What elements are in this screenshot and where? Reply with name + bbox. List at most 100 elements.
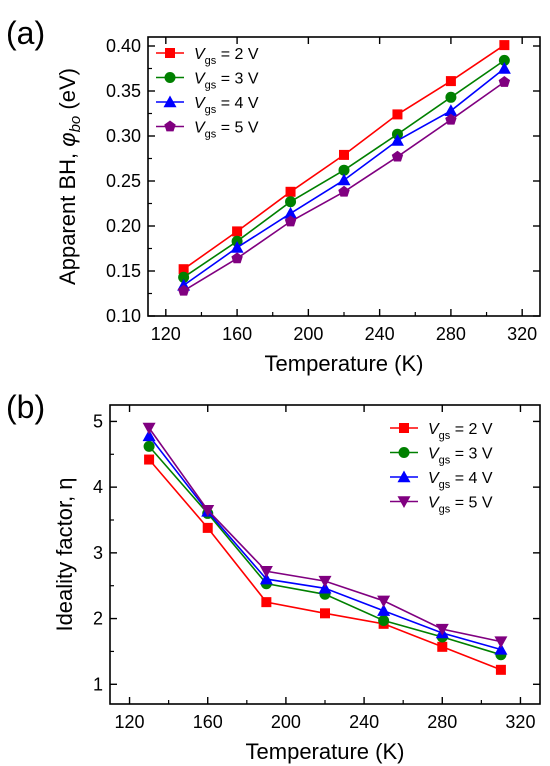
series-5v bbox=[177, 76, 511, 296]
data-point bbox=[499, 40, 510, 51]
legend-item: Vgs = 5 V bbox=[156, 120, 259, 141]
data-point bbox=[378, 615, 390, 627]
legend-marker bbox=[164, 72, 176, 83]
legend-label: Vgs = 5 V bbox=[428, 495, 493, 516]
data-point bbox=[435, 623, 449, 636]
data-point bbox=[437, 641, 448, 652]
legend-label: Vgs = 5 V bbox=[194, 120, 259, 141]
legend-item: Vgs = 2 V bbox=[390, 421, 493, 442]
legend: Vgs = 2 V Vgs = 3 V Vgs = 4 V Vgs = 5 V bbox=[390, 421, 493, 516]
legend: Vgs = 2 V Vgs = 3 V Vgs = 4 V Vgs = 5 V bbox=[156, 46, 259, 141]
series-5v bbox=[142, 422, 508, 649]
legend-item: Vgs = 5 V bbox=[390, 495, 493, 516]
data-point bbox=[231, 252, 243, 264]
legend-marker bbox=[397, 496, 411, 508]
legend-label: Vgs = 3 V bbox=[194, 71, 259, 92]
series-2v bbox=[144, 454, 506, 675]
data-point bbox=[338, 185, 350, 197]
data-point bbox=[232, 226, 243, 237]
data-point bbox=[202, 522, 213, 533]
series-4v bbox=[142, 429, 508, 655]
data-point bbox=[339, 149, 349, 160]
series-2v bbox=[178, 40, 510, 275]
data-point bbox=[142, 422, 156, 435]
x-tick-label: 280 bbox=[427, 712, 457, 732]
data-point bbox=[177, 284, 190, 296]
legend-marker bbox=[397, 470, 411, 483]
data-point bbox=[444, 104, 458, 116]
data-point bbox=[445, 76, 456, 87]
legend-label: Vgs = 4 V bbox=[428, 470, 493, 491]
data-point bbox=[143, 440, 155, 452]
x-tick-label: 240 bbox=[365, 324, 395, 344]
legend-label: Vgs = 2 V bbox=[194, 46, 259, 67]
y-tick-label: 0.25 bbox=[106, 171, 141, 191]
legend-item: Vgs = 4 V bbox=[156, 95, 259, 116]
data-point bbox=[445, 113, 457, 125]
legend-marker bbox=[398, 447, 410, 458]
x-tick-label: 280 bbox=[436, 324, 466, 344]
data-point bbox=[494, 642, 508, 655]
data-point bbox=[338, 164, 350, 176]
data-point bbox=[498, 54, 510, 66]
data-point bbox=[230, 241, 244, 253]
x-tick-label: 160 bbox=[222, 324, 252, 344]
y-tick-label: 0.35 bbox=[106, 81, 141, 101]
y-tick-label: 0.10 bbox=[106, 306, 141, 326]
data-point bbox=[497, 62, 511, 74]
data-point bbox=[445, 91, 457, 103]
y-tick-label: 5 bbox=[93, 411, 103, 431]
data-point bbox=[377, 595, 391, 608]
data-point bbox=[259, 566, 273, 578]
series-4v bbox=[177, 62, 511, 291]
y-tick-label: 0.40 bbox=[106, 36, 141, 56]
data-point bbox=[318, 581, 332, 594]
data-point bbox=[494, 636, 508, 649]
y-tick-label: 0.20 bbox=[106, 216, 141, 236]
panel-label: (a) bbox=[6, 15, 45, 51]
x-tick-label: 200 bbox=[293, 324, 323, 344]
panel-label: (b) bbox=[6, 389, 45, 425]
legend-item: Vgs = 3 V bbox=[390, 446, 493, 467]
data-point bbox=[320, 608, 330, 619]
data-point bbox=[201, 504, 215, 517]
data-point bbox=[377, 604, 391, 616]
x-axis-title: Temperature (K) bbox=[246, 739, 405, 764]
legend-label: Vgs = 2 V bbox=[428, 421, 493, 442]
x-tick-label: 120 bbox=[151, 324, 181, 344]
legend-label: Vgs = 4 V bbox=[194, 95, 259, 116]
legend-item: Vgs = 2 V bbox=[156, 46, 259, 67]
chart-panel-a: (a) 120 160 200 240 280 320 0.10 0.15 0.20 0.25 0.3… bbox=[6, 15, 541, 376]
legend-marker bbox=[399, 423, 409, 433]
y-tick-label: 4 bbox=[93, 477, 103, 497]
x-axis-title: Temperature (K) bbox=[265, 351, 424, 376]
data-point bbox=[498, 76, 511, 87]
data-point bbox=[284, 206, 298, 219]
data-point bbox=[318, 575, 332, 588]
data-point bbox=[259, 572, 273, 585]
y-axis-title: Ideality factor, η bbox=[52, 477, 77, 631]
x-tick-label: 120 bbox=[115, 712, 145, 732]
data-point bbox=[261, 597, 272, 608]
x-tick-label: 240 bbox=[349, 712, 379, 732]
data-point bbox=[285, 196, 297, 208]
data-point bbox=[390, 134, 404, 146]
legend-label: Vgs = 3 V bbox=[428, 446, 493, 467]
x-tick-label: 320 bbox=[505, 712, 535, 732]
y-tick-label: 0.15 bbox=[106, 261, 141, 281]
data-point bbox=[144, 454, 155, 465]
data-point bbox=[285, 186, 296, 197]
y-tick-label: 0.30 bbox=[106, 126, 141, 146]
y-tick-label: 3 bbox=[93, 543, 103, 563]
legend-marker bbox=[164, 120, 176, 132]
x-tick-label: 320 bbox=[507, 324, 537, 344]
y-axis-title: Apparent BH, φbo (eV) bbox=[55, 68, 84, 285]
data-point bbox=[284, 215, 297, 227]
series-line bbox=[148, 445, 502, 656]
series-3v bbox=[178, 54, 510, 283]
legend-item: Vgs = 3 V bbox=[156, 71, 259, 92]
legend-marker bbox=[165, 48, 175, 58]
chart-panel-b: (b) 120 160 200 240 280 320 1 2 3 4 5 Temperature (K… bbox=[6, 389, 541, 764]
data-point bbox=[178, 271, 190, 283]
